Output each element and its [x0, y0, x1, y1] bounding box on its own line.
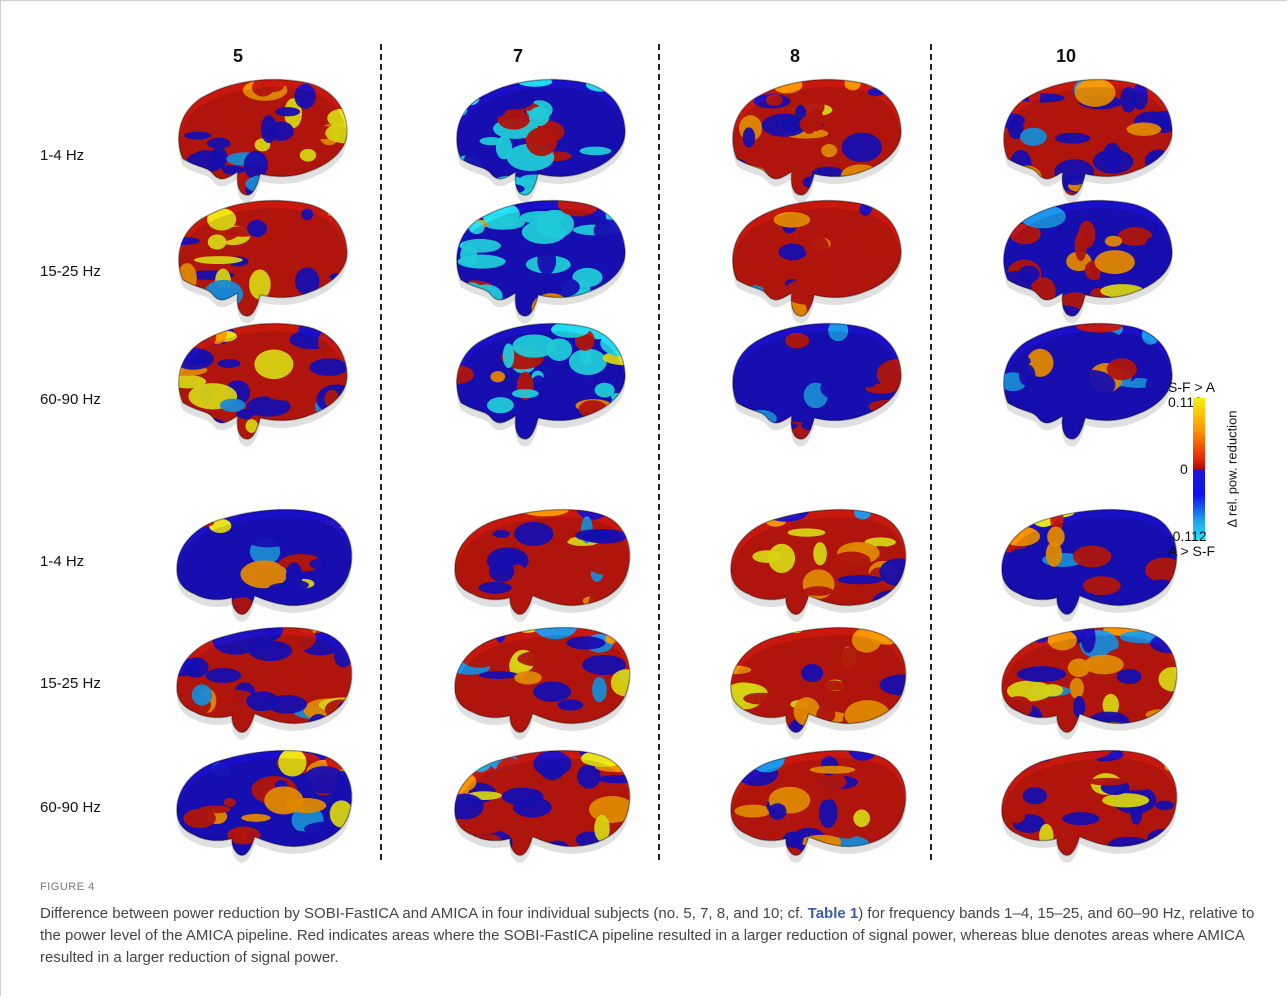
brain-surface-image — [455, 78, 626, 203]
table-1-link[interactable]: Table 1 — [807, 905, 859, 922]
column-divider — [930, 44, 932, 860]
brain-surface-image — [455, 322, 626, 447]
brain-surface-image — [1001, 749, 1178, 863]
colorbar — [1193, 398, 1205, 540]
brain-surface-image — [176, 626, 353, 740]
brain-surface-image — [731, 322, 902, 447]
column-header-subject-5: 5 — [232, 46, 243, 66]
brain-surface-image — [176, 508, 353, 622]
colorbar-zero-label: 0 — [1180, 461, 1188, 477]
column-header-subject-8: 8 — [789, 46, 800, 66]
caption-text-end: ) for frequency bands 1–4, 15–25, and 60… — [40, 905, 1255, 966]
caption-text-start: Difference between power reduction by SO… — [40, 905, 808, 922]
brain-surface-image — [177, 199, 348, 324]
column-header-subject-7: 7 — [512, 46, 523, 66]
brain-surface-image — [454, 508, 631, 622]
row-label-medial-15-25hz: 15-25 Hz — [40, 675, 101, 692]
brain-surface-image — [1001, 626, 1178, 740]
colorbar-axis-label: Δ rel. pow. reduction — [1224, 410, 1240, 528]
brain-surface-image — [176, 749, 353, 863]
row-label-medial-1-4hz: 1-4 Hz — [40, 553, 85, 570]
brain-surface-image — [454, 626, 631, 740]
brain-surface-image — [731, 78, 902, 203]
column-divider — [380, 44, 382, 860]
brain-surface-image — [455, 199, 626, 324]
brain-surface-image — [1002, 199, 1173, 324]
row-label-lateral-60-90hz: 60-90 Hz — [40, 391, 101, 408]
brain-surface-image — [731, 199, 902, 324]
brain-surface-image — [730, 626, 907, 740]
brain-surface-image — [1002, 322, 1173, 447]
column-header-subject-10: 10 — [1055, 46, 1077, 66]
column-divider — [658, 44, 660, 860]
brain-surface-image — [177, 322, 348, 447]
row-label-lateral-15-25hz: 15-25 Hz — [40, 263, 101, 280]
brain-surface-image — [1002, 78, 1173, 203]
brain-surface-image — [730, 749, 907, 863]
colorbar-bottom-label: A > S-F — [1168, 543, 1216, 559]
brain-surface-image — [454, 749, 631, 863]
row-label-lateral-1-4hz: 1-4 Hz — [40, 147, 85, 164]
brain-surface-image — [177, 78, 348, 203]
colorbar-min-label: -0.112 — [1168, 528, 1207, 544]
figure-caption: Difference between power reduction by SO… — [40, 903, 1268, 969]
brain-surface-image — [730, 508, 907, 622]
colorbar-top-label: S-F > A — [1168, 379, 1216, 395]
brain-surface-image — [1001, 508, 1178, 622]
figure-label: FIGURE 4 — [40, 881, 95, 893]
row-label-medial-60-90hz: 60-90 Hz — [40, 799, 101, 816]
